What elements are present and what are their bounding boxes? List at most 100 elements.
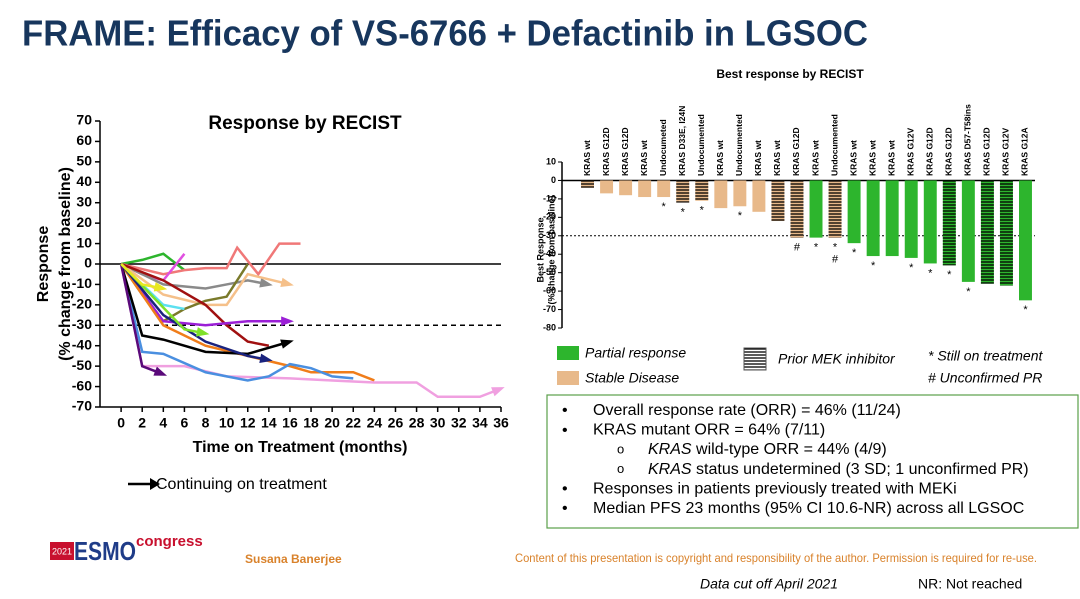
- logo-box: [50, 542, 74, 560]
- series-line: [119, 263, 502, 399]
- bar: [619, 180, 633, 196]
- bar: [866, 180, 880, 257]
- category-label: KRAS wt: [867, 140, 877, 176]
- category-label: Undocumented: [696, 114, 706, 176]
- arrow-head: [153, 366, 168, 376]
- bar: [657, 180, 671, 198]
- category-label: KRAS G12A: [1020, 127, 1030, 176]
- bar-annotation: #: [832, 254, 839, 266]
- bar-annotation: *: [871, 260, 876, 272]
- category-label: KRAS G12D: [620, 127, 630, 176]
- category-label: KRAS D57-T58ins: [963, 104, 973, 176]
- y-tick-label: -40: [543, 249, 556, 259]
- bullet-symbol: •: [562, 500, 568, 517]
- legend-note: * Still on treatment: [928, 348, 1043, 364]
- series-line: [120, 262, 270, 347]
- x-tick-label: 4: [159, 415, 167, 431]
- bar-annotation: *: [681, 206, 686, 218]
- bar: [638, 180, 652, 198]
- y-tick-label: -40: [72, 336, 92, 352]
- bar-annotation: *: [833, 242, 838, 254]
- bullet-text: KRAS mutant ORR = 64% (7/11): [593, 422, 825, 439]
- bullet-text: KRAS wild-type ORR = 44% (4/9): [648, 441, 887, 458]
- arrow-legend-head: [150, 478, 160, 490]
- y-tick-label: 0: [84, 255, 92, 271]
- bullet-part: Responses in patients previously treated…: [593, 481, 957, 498]
- bar-hatch: [581, 180, 594, 188]
- x-tick-label: 24: [367, 415, 383, 431]
- bar: [885, 180, 899, 257]
- arrow-head: [281, 316, 294, 326]
- bar: [752, 180, 766, 212]
- y-tick-label: -50: [72, 357, 92, 373]
- bullet-part: Median PFS 23 months (95% CI 10.6-NR) ac…: [593, 500, 1024, 517]
- bullet-symbol: o: [617, 442, 624, 457]
- y-axis-label: Response: [35, 226, 52, 303]
- logo-year: 2021: [52, 546, 72, 556]
- series-line: [119, 263, 354, 382]
- category-label: KRAS G12D: [925, 127, 935, 176]
- y-tick-label: -30: [72, 316, 92, 332]
- series-line: [120, 252, 186, 272]
- x-tick-label: 36: [493, 415, 509, 431]
- copyright: Content of this presentation is copyrigh…: [515, 551, 1037, 565]
- bar: [714, 180, 728, 209]
- y-tick-label: 50: [76, 153, 92, 169]
- y-tick-label: -30: [543, 230, 556, 240]
- abbreviation: NR: Not reached: [918, 576, 1022, 592]
- logo-name: ESMO: [74, 536, 136, 566]
- bar-annotation: *: [700, 205, 705, 217]
- bullet-symbol: •: [562, 402, 568, 419]
- bullet-text: Responses in patients previously treated…: [593, 481, 957, 498]
- x-tick-label: 16: [282, 415, 298, 431]
- y-tick-label: 20: [76, 214, 92, 230]
- category-label: KRAS wt: [753, 140, 763, 176]
- x-tick-label: 22: [345, 415, 361, 431]
- y-tick-label: 40: [76, 173, 92, 189]
- arrow-head: [491, 387, 505, 397]
- category-label: KRAS wt: [715, 140, 725, 176]
- bullet-part: KRAS: [648, 461, 692, 478]
- series-line: [120, 262, 270, 290]
- bar-annotation: *: [852, 247, 857, 259]
- arrow-head: [153, 282, 168, 292]
- data-cut: Data cut off April 2021: [700, 576, 838, 592]
- bullet-symbol: •: [562, 481, 568, 498]
- bar-annotation: *: [738, 210, 743, 222]
- bar-annotation: #: [794, 242, 801, 254]
- bar-annotation: *: [909, 262, 914, 274]
- series-line: [120, 263, 270, 362]
- series-line: [119, 263, 291, 356]
- x-tick-label: 30: [430, 415, 446, 431]
- bar: [961, 180, 975, 282]
- x-tick-label: 32: [451, 415, 467, 431]
- bullet-part: KRAS mutant ORR = 64% (7/11): [593, 422, 825, 439]
- y-tick-label: -50: [543, 267, 556, 277]
- legend-note: # Unconfirmed PR: [928, 370, 1042, 386]
- arrow-head: [280, 277, 294, 288]
- legend-label: Stable Disease: [585, 370, 679, 386]
- category-label: KRAS G12D: [601, 127, 611, 176]
- bar-annotation: *: [947, 269, 952, 281]
- bullet-part: status undetermined (3 SD; 1 unconfirmed…: [692, 461, 1029, 478]
- category-label: KRAS wt: [772, 140, 782, 176]
- chart-title: Response by RECIST: [208, 113, 402, 134]
- category-label: KRAS wt: [582, 140, 592, 176]
- x-tick-label: 6: [181, 415, 189, 431]
- x-tick-label: 34: [472, 415, 488, 431]
- y-tick-label: 0: [551, 175, 556, 185]
- category-label: KRAS D33E, I24N: [677, 106, 687, 176]
- bar-annotation: *: [662, 201, 667, 213]
- x-axis-label: Time on Treatment (months): [193, 439, 408, 456]
- bar-annotation: *: [966, 286, 971, 298]
- bullet-symbol: •: [562, 422, 568, 439]
- bar: [1019, 180, 1032, 301]
- x-tick-label: 26: [388, 415, 404, 431]
- y-tick-label: -60: [543, 285, 556, 295]
- x-tick-label: 14: [261, 415, 277, 431]
- y-axis-label: Best Response: [535, 217, 545, 282]
- bar-hatch: [790, 180, 804, 238]
- y-tick-label: -80: [543, 322, 556, 332]
- slide-title: FRAME: Efficacy of VS-6766 + Defactinib …: [22, 13, 868, 54]
